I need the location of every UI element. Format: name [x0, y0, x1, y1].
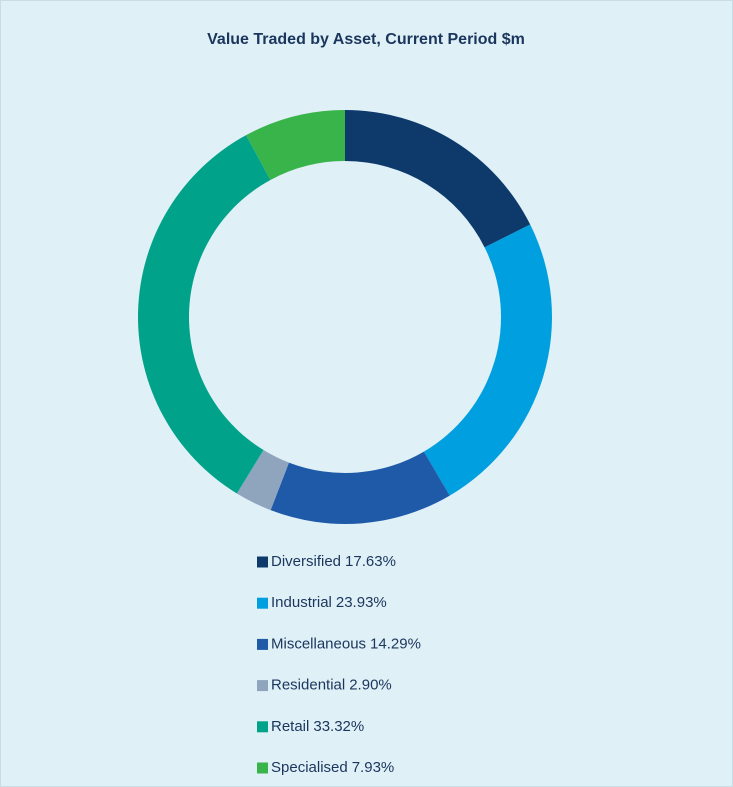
legend-swatch [257, 556, 268, 568]
legend-value: 23.93% [336, 594, 387, 611]
donut-slice [345, 110, 531, 248]
legend-entry: Residential 2.90% [271, 677, 392, 694]
legend-value: 14.29% [370, 635, 421, 652]
legend-value: 7.93% [352, 759, 395, 776]
donut-slice [423, 224, 552, 496]
legend-entry: Retail 33.32% [271, 718, 364, 735]
legend-swatch [257, 680, 268, 692]
legend-label: Residential [271, 677, 345, 694]
legend-label: Industrial [271, 594, 332, 611]
legend-swatch [257, 762, 268, 774]
legend-swatch [257, 721, 268, 733]
legend-entry: Miscellaneous 14.29% [271, 635, 421, 652]
legend-swatch [257, 638, 268, 650]
donut-slice [246, 110, 345, 180]
legend-label: Diversified [271, 553, 341, 570]
legend-swatch [257, 597, 268, 609]
donut-slice [137, 135, 271, 494]
legend-label: Retail [271, 718, 309, 735]
legend-value: 33.32% [313, 718, 364, 735]
chart-title: Value Traded by Asset, Current Period $m [207, 31, 525, 48]
legend-value: 17.63% [345, 553, 396, 570]
legend-label: Miscellaneous [271, 635, 366, 652]
legend-label: Specialised [271, 759, 348, 776]
donut-slice [236, 450, 289, 511]
legend-value: 2.90% [349, 677, 392, 694]
legend-entry: Industrial 23.93% [271, 594, 387, 611]
donut-slice [270, 451, 450, 524]
legend-entry: Diversified 17.63% [271, 553, 396, 570]
legend-entry: Specialised 7.93% [271, 759, 394, 776]
